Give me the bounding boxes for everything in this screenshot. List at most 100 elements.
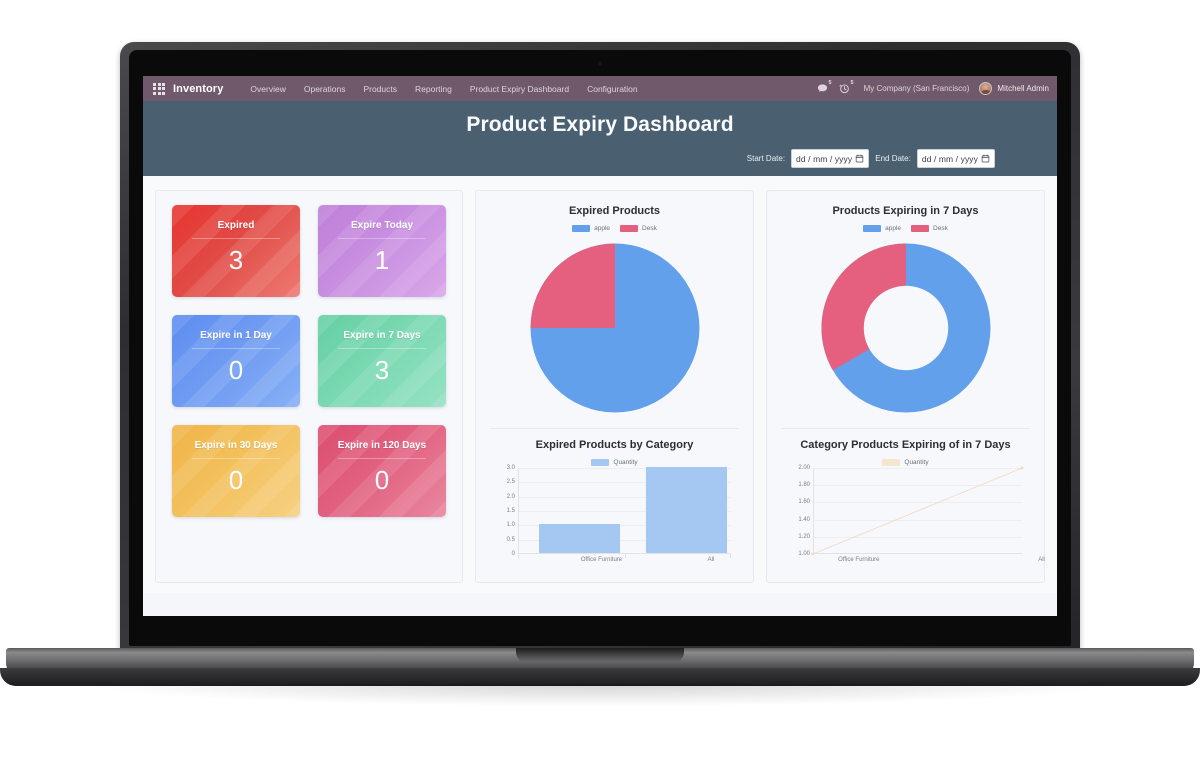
plot-area [518,467,731,558]
x-tick: Office Furniture [838,557,880,563]
kpi-card-expire-in-30-days[interactable]: Expire in 30 Days 0 [172,425,300,517]
legend-swatch-apple [863,225,882,232]
kpi-label: Expire in 120 Days [337,440,427,451]
y-tick: 1.60 [798,499,810,506]
legend-category-expiring-7-days: Quantity [777,459,1034,466]
donut-chart-expiring-7-days[interactable] [777,240,1034,416]
activities-badge: 5 [850,79,854,86]
y-tick: 0 [511,551,515,557]
y-tick: 2.00 [798,465,810,471]
y-tick: 1.00 [798,551,810,557]
line-chart-category-expiring-7-days[interactable]: 2.00 1.80 1.60 1.40 1.20 1.00 [777,465,1045,574]
y-tick: 1.40 [798,516,810,523]
end-date-input[interactable]: dd / mm / yyyy [916,149,995,168]
kpi-card-expire-in-120-days[interactable]: Expire in 120 Days 0 [318,425,446,517]
start-date-placeholder: dd / mm / yyyy [796,153,853,164]
data-point-office-furniture[interactable] [811,552,815,556]
start-date-input[interactable]: dd / mm / yyyy [791,149,870,168]
y-axis [813,468,814,554]
kpi-card-expire-in-1-day[interactable]: Expire in 1 Day 0 [172,315,300,407]
panel-divider [781,428,1030,429]
expired-products-panel: Expired Products apple Desk [475,190,754,583]
legend-label: Quantity [904,459,929,466]
legend-label: Desk [933,225,948,232]
avatar[interactable] [979,82,993,95]
menu-item-reporting[interactable]: Reporting [415,83,452,94]
plot-area [811,466,1024,556]
calendar-icon[interactable] [855,154,864,163]
legend-item[interactable]: Desk [620,225,657,232]
chart-title-category-expiring-7-days: Category Products Expiring of in 7 Days [800,439,1011,451]
dashboard-header: Product Expiry Dashboard Start Date: dd … [143,101,1057,176]
end-date-placeholder: dd / mm / yyyy [921,153,978,164]
y-tick: 2.5 [506,479,515,486]
legend-item[interactable]: apple [572,225,610,232]
x-tick: All [1038,557,1045,563]
y-tick: 1.5 [506,508,515,514]
user-menu[interactable]: Mitchell Admin [997,84,1049,93]
kpi-label: Expire in 30 Days [194,440,278,451]
y-tick: 2.0 [506,493,515,500]
calendar-icon[interactable] [981,154,990,163]
kpi-card-expire-today[interactable]: Expire Today 1 [318,205,446,297]
y-axis-labels: 2.00 1.80 1.60 1.40 1.20 1.00 [783,465,813,557]
chart-title-expired-products: Expired Products [568,205,661,217]
legend-item[interactable]: Desk [911,225,948,232]
y-tick: 1.20 [798,533,810,540]
app-brand-inventory[interactable]: Inventory [173,82,224,95]
y-axis-labels: 3.0 2.5 2.0 1.5 1.0 0.5 0 [492,465,518,557]
company-selector[interactable]: My Company (San Francisco) [863,84,970,93]
legend-expiring-7-days: apple Desk [777,225,1034,232]
y-tick: 0.5 [506,536,515,543]
legend-expired-products: apple Desk [486,225,743,232]
chart-title-expired-by-category: Expired Products by Category [535,439,694,451]
screen-bezel: Inventory Overview Operations Products R… [129,50,1071,646]
activities-clock-icon[interactable]: 5 [834,80,856,98]
x-axis [813,553,1022,554]
menu-item-overview[interactable]: Overview [250,83,286,94]
pie-chart-expired-products[interactable] [486,240,743,416]
bar-office-furniture[interactable] [539,524,621,553]
data-point-all[interactable] [1020,466,1024,470]
bar-chart-expired-by-category[interactable]: 3.0 2.5 2.0 1.5 1.0 0.5 0 [486,465,743,574]
kpi-divider [192,238,280,239]
menu-item-configuration[interactable]: Configuration [587,83,638,94]
kpi-divider [192,458,280,459]
messages-badge: 5 [828,79,832,86]
kpi-value: 3 [374,355,390,385]
legend-item[interactable]: Quantity [882,459,929,466]
start-date-label: Start Date: [746,154,786,163]
menu-item-products[interactable]: Products [363,83,397,94]
legend-swatch-desk [911,225,930,232]
page-title: Product Expiry Dashboard [466,113,734,136]
legend-swatch-apple [572,225,591,232]
kpi-divider [338,348,426,349]
kpi-row: Expired 3 Expire Today 1 [172,205,446,297]
messages-icon[interactable]: 5 [812,80,834,98]
apps-grid-icon[interactable] [153,82,165,95]
x-tick: Office Furniture [580,557,623,563]
kpi-value: 1 [374,245,390,275]
kpi-label: Expired [217,220,255,231]
x-axis [518,553,731,554]
kpi-card-expire-in-7-days[interactable]: Expire in 7 Days 3 [318,315,446,407]
menu-item-product-expiry-dashboard[interactable]: Product Expiry Dashboard [469,83,570,94]
legend-label: Quantity [613,459,638,466]
y-tick: 1.0 [506,522,515,529]
legend-label: apple [594,225,611,232]
legend-item[interactable]: apple [863,225,901,232]
chart-title-expiring-7-days: Products Expiring in 7 Days [832,205,979,217]
bar-all[interactable] [645,467,727,553]
menu-item-operations[interactable]: Operations [303,83,346,94]
donut-svg [820,243,990,413]
kpi-value: 3 [228,245,244,275]
main-menu: Overview Operations Products Reporting P… [241,80,811,98]
kpi-card-expired[interactable]: Expired 3 [172,205,300,297]
legend-item[interactable]: Quantity [591,459,638,466]
x-tick: All [707,557,715,563]
date-filter-row: Start Date: dd / mm / yyyy End Date: dd … [143,137,1057,168]
kpi-row: Expire in 30 Days 0 Expire in 120 Days 0 [172,425,446,517]
pie-svg [530,243,699,413]
legend-label: Desk [642,225,657,232]
y-axis [518,468,519,554]
